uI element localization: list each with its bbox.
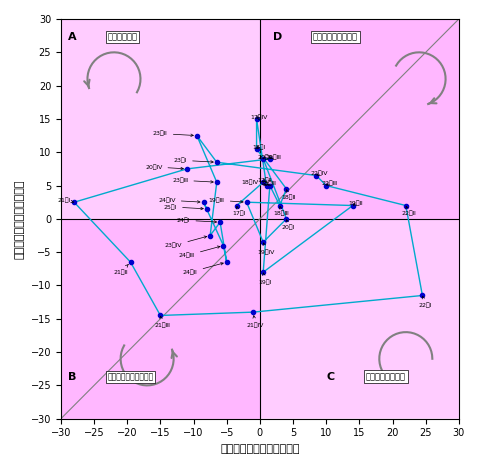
Text: B: B <box>68 372 76 382</box>
Text: 23年Ⅰ: 23年Ⅰ <box>173 158 213 163</box>
Text: 18年Ⅰ: 18年Ⅰ <box>252 144 265 150</box>
Polygon shape <box>61 219 260 419</box>
Text: 18年Ⅱ: 18年Ⅱ <box>281 189 296 200</box>
Polygon shape <box>61 19 459 419</box>
Text: 22年Ⅱ: 22年Ⅱ <box>402 206 417 216</box>
Text: D: D <box>273 32 282 42</box>
Text: 22年Ⅳ: 22年Ⅳ <box>311 171 328 176</box>
Text: 在庫積み上がり局面: 在庫積み上がり局面 <box>313 32 358 41</box>
X-axis label: 生産指数前年同期比（％）: 生産指数前年同期比（％） <box>220 444 300 454</box>
Text: 21年Ⅳ: 21年Ⅳ <box>247 316 264 328</box>
Text: 22年Ⅰ: 22年Ⅰ <box>419 296 432 308</box>
Text: 17年Ⅱ: 17年Ⅱ <box>258 177 273 183</box>
Text: 23年Ⅱ: 23年Ⅱ <box>153 131 193 136</box>
Text: 24年Ⅰ: 24年Ⅰ <box>177 218 216 223</box>
Text: 23年Ⅳ: 23年Ⅳ <box>165 236 207 248</box>
Text: 25年Ⅰ: 25年Ⅰ <box>164 204 203 210</box>
Text: 22年Ⅲ: 22年Ⅲ <box>322 181 337 186</box>
Text: 21年Ⅰ: 21年Ⅰ <box>58 197 74 203</box>
Text: 21年Ⅱ: 21年Ⅱ <box>113 265 128 275</box>
Text: 意図せざる在庫減局面: 意図せざる在庫減局面 <box>108 372 154 381</box>
Text: 17年Ⅲ: 17年Ⅲ <box>261 181 276 186</box>
Text: 24年Ⅲ: 24年Ⅲ <box>179 246 220 258</box>
Text: 20年Ⅳ: 20年Ⅳ <box>145 164 183 170</box>
Text: 在庫調整局面: 在庫調整局面 <box>108 32 137 41</box>
Text: 24年Ⅱ: 24年Ⅱ <box>183 263 223 275</box>
Text: 在庫積み増し局面: 在庫積み増し局面 <box>366 372 406 381</box>
Polygon shape <box>260 19 459 219</box>
Text: 19年Ⅰ: 19年Ⅰ <box>258 273 272 285</box>
Text: C: C <box>326 372 335 382</box>
Text: 23年Ⅲ: 23年Ⅲ <box>172 177 213 183</box>
Text: 18年Ⅳ: 18年Ⅳ <box>241 180 266 186</box>
Y-axis label: 在庫指数前年同期比（％）: 在庫指数前年同期比（％） <box>15 179 25 258</box>
Text: 20年Ⅱ: 20年Ⅱ <box>258 154 273 160</box>
Text: 19年Ⅲ: 19年Ⅲ <box>209 197 243 203</box>
Text: 21年Ⅲ: 21年Ⅲ <box>155 316 170 328</box>
Text: 24年Ⅳ: 24年Ⅳ <box>158 197 200 203</box>
Polygon shape <box>61 19 459 419</box>
Text: 17年Ⅳ: 17年Ⅳ <box>250 114 267 120</box>
Text: 19年Ⅱ: 19年Ⅱ <box>348 201 363 206</box>
Text: 19年Ⅳ: 19年Ⅳ <box>258 243 275 255</box>
Text: A: A <box>68 32 76 42</box>
Text: 17年Ⅰ: 17年Ⅰ <box>232 206 245 216</box>
Text: 20年Ⅲ: 20年Ⅲ <box>265 154 281 160</box>
Text: 20年Ⅰ: 20年Ⅰ <box>282 219 295 230</box>
Text: 18年Ⅲ: 18年Ⅲ <box>274 206 290 216</box>
